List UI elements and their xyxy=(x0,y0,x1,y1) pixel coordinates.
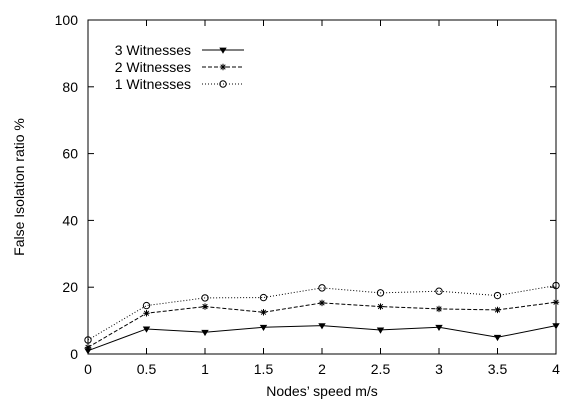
data-point xyxy=(435,305,443,313)
x-tick-label: 1.5 xyxy=(254,361,274,377)
x-tick-label: 3 xyxy=(435,361,443,377)
data-point xyxy=(318,284,326,292)
legend-item: 3 Witnesses xyxy=(115,42,244,58)
data-point xyxy=(201,329,209,337)
data-point xyxy=(201,303,209,310)
y-axis-title: False Isolation ratio % xyxy=(11,118,27,256)
data-point xyxy=(376,327,385,334)
series-line xyxy=(87,301,557,348)
data-point xyxy=(552,323,560,330)
data-point xyxy=(259,324,268,332)
data-point xyxy=(142,326,151,333)
x-tick-label: 2.5 xyxy=(371,361,391,377)
y-tick-label: 80 xyxy=(62,79,78,95)
data-point xyxy=(493,334,502,342)
data-point xyxy=(219,63,227,71)
data-point xyxy=(377,303,384,310)
data-point xyxy=(494,306,501,314)
data-point xyxy=(143,310,150,317)
data-point xyxy=(435,324,443,332)
data-point xyxy=(435,287,443,295)
legend-label: 1 Witnesses xyxy=(115,76,191,92)
data-point xyxy=(493,291,502,300)
x-tick-label: 1 xyxy=(201,361,209,377)
data-point xyxy=(219,80,227,88)
data-point xyxy=(260,309,267,316)
legend-label: 3 Witnesses xyxy=(115,42,191,58)
x-tick-label: 2 xyxy=(318,361,326,377)
data-point xyxy=(259,293,268,302)
data-point xyxy=(219,47,227,54)
y-tick-label: 0 xyxy=(70,346,78,362)
y-tick-label: 20 xyxy=(62,279,78,295)
data-point xyxy=(84,336,92,344)
data-point xyxy=(318,299,326,307)
data-point xyxy=(376,289,385,297)
x-tick-label: 0.5 xyxy=(137,361,157,377)
x-tick-label: 3.5 xyxy=(488,361,508,377)
x-tick-label: 4 xyxy=(552,361,560,377)
series-layer xyxy=(84,281,560,355)
series xyxy=(84,299,560,351)
data-point xyxy=(84,344,92,351)
data-point xyxy=(552,299,560,306)
x-axis-title: Nodes’ speed m/s xyxy=(266,383,378,399)
data-point xyxy=(142,301,151,310)
y-tick-label: 40 xyxy=(62,212,78,228)
legend-item: 1 Witnesses xyxy=(115,76,244,92)
data-point xyxy=(201,294,209,302)
y-tick-label: 60 xyxy=(62,146,78,162)
data-point xyxy=(552,281,560,290)
legend-item: 2 Witnesses xyxy=(115,59,244,75)
series xyxy=(84,281,560,344)
series-line xyxy=(87,285,557,341)
x-tick-label: 0 xyxy=(84,361,92,377)
y-tick-label: 100 xyxy=(55,12,79,28)
data-point xyxy=(318,323,326,330)
legend-label: 2 Witnesses xyxy=(115,59,191,75)
